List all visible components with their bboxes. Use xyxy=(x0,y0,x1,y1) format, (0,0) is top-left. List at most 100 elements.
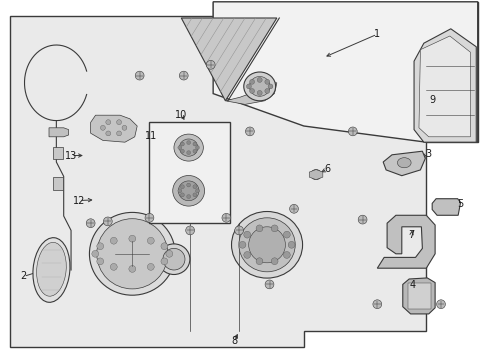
Circle shape xyxy=(92,250,98,257)
Text: 13: 13 xyxy=(65,150,77,161)
Ellipse shape xyxy=(232,212,302,278)
Ellipse shape xyxy=(33,238,70,302)
Polygon shape xyxy=(225,83,277,104)
FancyBboxPatch shape xyxy=(408,283,431,309)
Circle shape xyxy=(257,90,262,95)
Circle shape xyxy=(235,226,244,235)
Circle shape xyxy=(268,84,273,89)
Circle shape xyxy=(178,189,182,193)
Circle shape xyxy=(283,231,290,238)
FancyBboxPatch shape xyxy=(53,177,63,190)
Circle shape xyxy=(249,89,254,94)
Circle shape xyxy=(166,250,173,257)
Ellipse shape xyxy=(158,244,190,274)
Circle shape xyxy=(193,149,197,153)
Text: 3: 3 xyxy=(426,149,432,159)
Circle shape xyxy=(245,127,254,136)
Polygon shape xyxy=(419,36,470,137)
Polygon shape xyxy=(49,128,69,137)
Circle shape xyxy=(117,120,122,125)
Circle shape xyxy=(106,131,111,136)
Circle shape xyxy=(222,213,231,222)
Ellipse shape xyxy=(249,77,270,96)
Circle shape xyxy=(186,226,195,235)
FancyBboxPatch shape xyxy=(53,147,63,159)
Text: 5: 5 xyxy=(458,199,464,209)
Text: 7: 7 xyxy=(409,230,415,240)
Text: 1: 1 xyxy=(374,29,380,39)
Ellipse shape xyxy=(97,219,168,289)
Polygon shape xyxy=(309,170,323,180)
Text: 6: 6 xyxy=(324,164,330,174)
Polygon shape xyxy=(91,115,137,142)
Polygon shape xyxy=(377,215,435,268)
Circle shape xyxy=(161,243,168,250)
Circle shape xyxy=(161,258,168,265)
Circle shape xyxy=(249,79,254,84)
Circle shape xyxy=(129,265,136,273)
Circle shape xyxy=(110,264,117,270)
Ellipse shape xyxy=(173,175,205,206)
Circle shape xyxy=(106,120,111,125)
Polygon shape xyxy=(414,29,476,142)
Polygon shape xyxy=(383,151,425,176)
Circle shape xyxy=(86,219,95,228)
Circle shape xyxy=(244,231,251,238)
Text: 8: 8 xyxy=(231,336,237,346)
Text: 10: 10 xyxy=(175,110,188,120)
Circle shape xyxy=(178,146,182,149)
Circle shape xyxy=(271,258,278,265)
Circle shape xyxy=(288,241,295,248)
Circle shape xyxy=(246,84,251,89)
Circle shape xyxy=(187,141,191,144)
Text: 4: 4 xyxy=(410,280,416,290)
Circle shape xyxy=(256,225,263,232)
Circle shape xyxy=(257,77,262,82)
Circle shape xyxy=(117,131,122,136)
Circle shape xyxy=(283,252,290,258)
Circle shape xyxy=(103,217,112,226)
Circle shape xyxy=(180,193,184,197)
Circle shape xyxy=(193,185,197,189)
Polygon shape xyxy=(403,278,435,314)
Circle shape xyxy=(97,258,104,265)
Circle shape xyxy=(129,235,136,242)
Circle shape xyxy=(271,225,278,232)
Circle shape xyxy=(180,142,184,146)
Circle shape xyxy=(187,195,191,198)
Ellipse shape xyxy=(174,134,203,161)
Circle shape xyxy=(145,213,154,222)
Ellipse shape xyxy=(163,248,185,270)
Circle shape xyxy=(193,193,197,197)
Circle shape xyxy=(180,149,184,153)
Ellipse shape xyxy=(37,242,66,296)
Ellipse shape xyxy=(248,227,285,263)
Circle shape xyxy=(179,71,188,80)
Text: 2: 2 xyxy=(21,271,26,282)
Circle shape xyxy=(180,185,184,189)
Circle shape xyxy=(206,60,215,69)
Circle shape xyxy=(122,125,127,130)
Polygon shape xyxy=(181,18,277,101)
Circle shape xyxy=(358,215,367,224)
Polygon shape xyxy=(213,2,478,142)
Circle shape xyxy=(373,300,382,309)
Ellipse shape xyxy=(179,139,198,156)
Circle shape xyxy=(196,146,199,149)
Circle shape xyxy=(256,258,263,265)
Ellipse shape xyxy=(90,212,175,295)
Circle shape xyxy=(147,264,154,270)
Ellipse shape xyxy=(178,181,199,201)
Circle shape xyxy=(265,280,274,289)
Text: 11: 11 xyxy=(145,131,157,141)
Circle shape xyxy=(290,204,298,213)
Polygon shape xyxy=(10,2,478,347)
Circle shape xyxy=(187,151,191,154)
Circle shape xyxy=(193,142,197,146)
Circle shape xyxy=(196,189,199,193)
Circle shape xyxy=(110,237,117,244)
Circle shape xyxy=(100,125,105,130)
Polygon shape xyxy=(432,199,461,215)
Circle shape xyxy=(135,71,144,80)
Circle shape xyxy=(147,237,154,244)
